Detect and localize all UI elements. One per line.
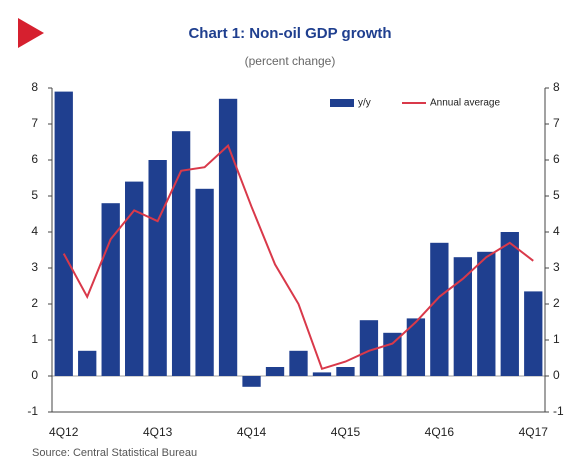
bar xyxy=(78,350,97,376)
bar xyxy=(477,251,496,376)
y-tick-label: 8 xyxy=(31,80,38,94)
bar xyxy=(171,131,191,376)
y-tick-label: 4 xyxy=(31,224,38,238)
y-tick-label: 0 xyxy=(31,368,38,382)
bar xyxy=(242,376,261,387)
source: Source: Central Statistical Bureau xyxy=(32,447,197,459)
y2-tick-label: 8 xyxy=(553,80,560,94)
bar xyxy=(101,203,120,376)
bar xyxy=(336,367,355,376)
x-tick-label: 4Q14 xyxy=(237,425,267,439)
bar xyxy=(265,367,285,376)
y2-tick-label: 4 xyxy=(553,224,560,238)
y2-tick-label: 6 xyxy=(553,152,560,166)
bar xyxy=(453,257,472,376)
chart-title: Chart 1: Non-oil GDP growth xyxy=(188,25,391,42)
y-tick-label: 5 xyxy=(31,188,38,202)
y-tick-label: 7 xyxy=(31,116,38,130)
legend-label: Annual average xyxy=(430,98,500,109)
bar xyxy=(195,188,214,376)
y2-tick-label: 7 xyxy=(553,116,560,130)
y-tick-label: 3 xyxy=(31,260,38,274)
logo-triangle xyxy=(18,18,44,48)
y2-tick-label: 0 xyxy=(553,368,560,382)
bar xyxy=(359,320,379,376)
bar xyxy=(289,350,308,376)
x-tick-label: 4Q12 xyxy=(49,425,79,439)
y-tick-label: 6 xyxy=(31,152,38,166)
bar xyxy=(500,232,519,376)
bar xyxy=(312,372,332,376)
x-tick-label: 4Q13 xyxy=(143,425,173,439)
bar xyxy=(54,91,73,376)
line xyxy=(62,143,534,371)
legend-label: y/y xyxy=(358,98,371,109)
x-tick-label: 4Q16 xyxy=(425,425,455,439)
y2-tick-label: 5 xyxy=(553,188,560,202)
y2-tick-label: 2 xyxy=(553,296,560,310)
bar xyxy=(125,181,144,376)
legend-swatch xyxy=(330,99,354,107)
bar xyxy=(218,98,238,377)
y-tick-label: 1 xyxy=(31,332,38,346)
y2-tick-label: 1 xyxy=(553,332,560,346)
y-tick-label: 2 xyxy=(31,296,38,310)
bar xyxy=(524,291,543,376)
bar xyxy=(148,160,167,376)
chart-subtitle: (percent change) xyxy=(245,54,336,68)
y-tick-label: -1 xyxy=(27,404,38,418)
x-tick-label: 4Q17 xyxy=(519,425,549,439)
bar xyxy=(383,332,402,376)
y2-tick-label: -1 xyxy=(553,404,564,418)
y2-tick-label: 3 xyxy=(553,260,560,274)
bar xyxy=(406,318,426,376)
bar xyxy=(430,242,449,376)
x-tick-label: 4Q15 xyxy=(331,425,361,439)
